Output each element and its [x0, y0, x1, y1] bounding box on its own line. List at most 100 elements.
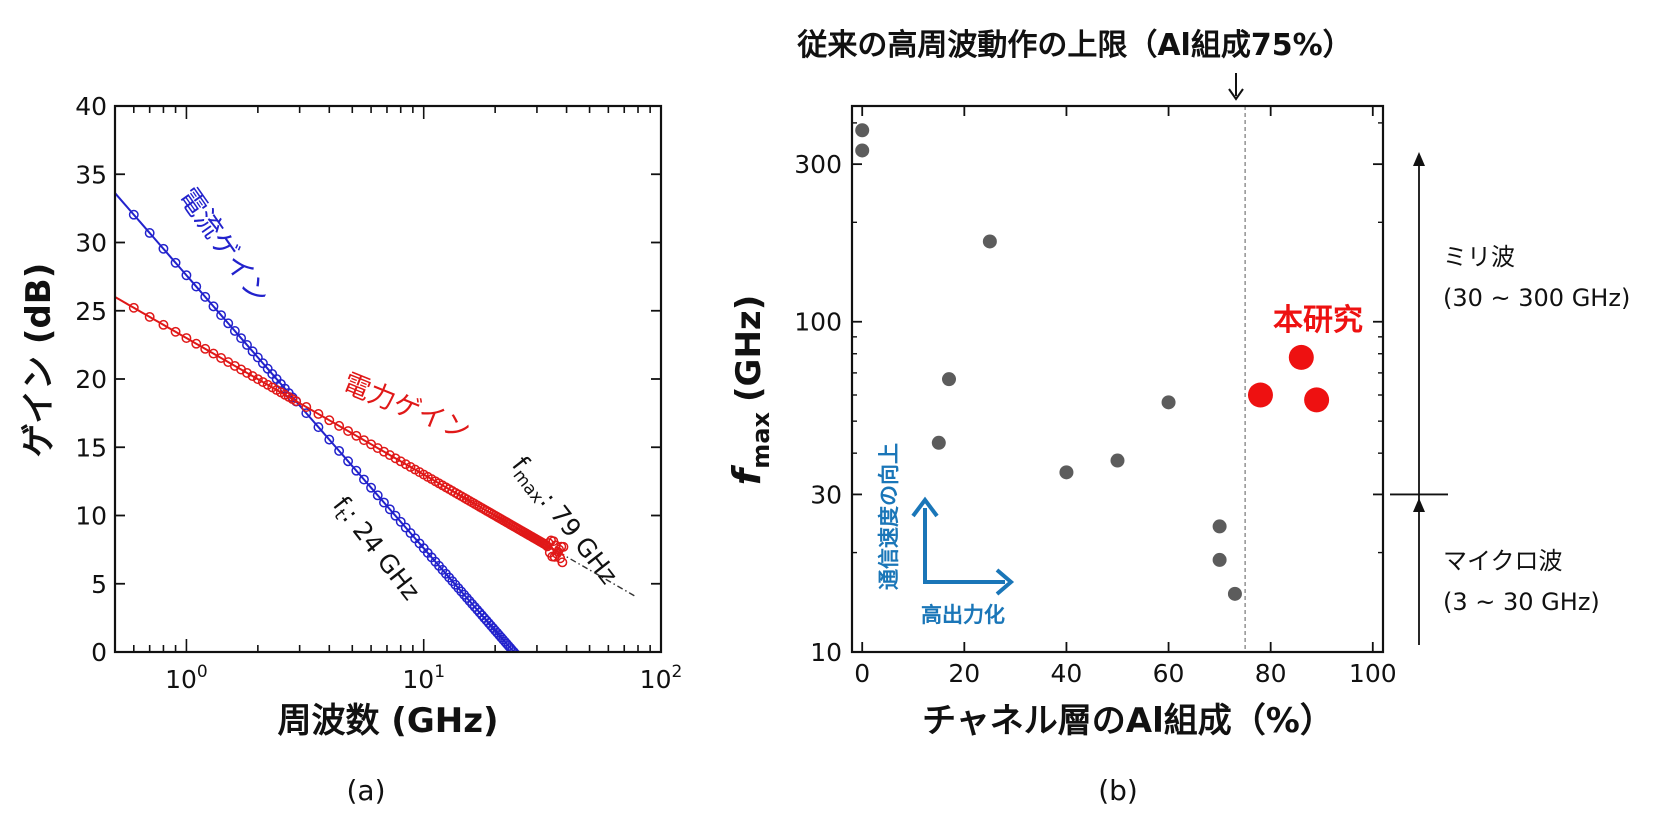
data-point-current-gain — [343, 456, 354, 467]
millimeter-wave-range: (30 ~ 300 GHz) — [1443, 284, 1630, 312]
data-point-current-gain — [372, 490, 383, 501]
fmax-annotation: fmax: 79 GHz — [503, 451, 623, 592]
data-point-current-gain — [400, 522, 411, 533]
prior-work-point — [1161, 395, 1176, 410]
data-point-current-gain — [516, 656, 524, 664]
data-point-power-gain — [208, 348, 219, 359]
data-point-current-gain — [242, 339, 252, 350]
data-point-power-gain — [200, 343, 211, 354]
data-point-power-gain — [191, 338, 202, 349]
prior-work-point — [1227, 586, 1242, 601]
extrapolation-line-0 — [513, 651, 515, 652]
panel-a-y-tick-label: 0 — [91, 638, 107, 667]
panel-b-y-axis-title: fmax(GHz) — [725, 295, 775, 485]
panel-a-chart: ゲイン (dB) 0 5 10 15 20 25 30 35 40 100 101 102 周波数 … — [19, 92, 682, 807]
panel-b-x-tick-label: 60 — [1153, 659, 1185, 688]
data-point-power-gain — [252, 374, 263, 385]
data-point-current-gain — [200, 291, 211, 302]
panel-b-chart: 従来の高周波動作の上限（Al組成75%） 10 30 100 300 0 20 40 60 8… — [725, 28, 1630, 807]
data-point-power-gain — [216, 353, 227, 363]
panel-a-y-tick-label: 30 — [75, 229, 107, 258]
panel-a-y-ticks: 0 5 10 15 20 25 30 35 40 — [75, 92, 661, 667]
data-point-power-gain — [324, 415, 335, 426]
panel-a-x-ticks: 100 101 102 — [114, 106, 682, 694]
data-point-current-gain — [170, 257, 181, 268]
prior-work-point — [1110, 453, 1125, 468]
this-work-point — [1304, 387, 1330, 413]
data-point-current-gain — [527, 668, 535, 676]
data-point-current-gain — [301, 408, 312, 419]
panel-a-y-tick-label: 40 — [75, 92, 107, 121]
prior-work-point — [855, 123, 870, 138]
data-point-power-gain — [343, 426, 354, 436]
data-point-power-gain — [247, 371, 258, 382]
data-point-current-gain — [208, 301, 219, 312]
data-point-current-gain — [384, 504, 395, 515]
panel-a-x-tick-label: 101 — [402, 662, 445, 694]
current-gain-label: 電流ゲイン — [172, 182, 275, 310]
data-point-current-gain — [456, 586, 467, 597]
data-point-current-gain — [191, 281, 202, 292]
panel-b-x-ticks: 0 20 40 60 80 100 — [854, 106, 1397, 688]
data-point-power-gain — [170, 326, 181, 337]
data-point-current-gain — [216, 310, 227, 321]
data-point-current-gain — [526, 666, 534, 674]
data-point-power-gain — [144, 311, 155, 322]
data-point-current-gain — [351, 465, 362, 476]
microwave-label: マイクロ波 — [1443, 547, 1563, 575]
data-point-power-gain — [557, 557, 568, 568]
panel-a-y-tick-label: 15 — [75, 433, 107, 462]
data-point-current-gain — [518, 657, 526, 665]
data-point-power-gain — [558, 541, 569, 552]
panel-a-series — [115, 192, 638, 679]
data-point-current-gain — [379, 497, 389, 508]
high-power-label: 高出力化 — [921, 603, 1005, 627]
panel-b-points — [855, 123, 1330, 601]
data-point-current-gain — [464, 596, 475, 606]
data-point-current-gain — [334, 445, 345, 456]
panel-b-y-tick-label: 100 — [794, 308, 842, 337]
data-point-power-gain — [158, 319, 169, 330]
panel-a-y-axis-title: ゲイン (dB) — [19, 263, 59, 458]
panel-a-y-tick-label: 20 — [75, 365, 107, 394]
data-point-current-gain — [521, 661, 529, 669]
data-point-current-gain — [515, 654, 523, 662]
power-gain-label: 電力ゲイン — [338, 368, 474, 447]
frequency-band-axis — [1390, 152, 1448, 645]
panel-a-y-tick-label: 25 — [75, 297, 107, 326]
data-point-power-gain — [390, 453, 401, 464]
data-point-current-gain — [247, 346, 258, 357]
panel-b-x-axis-title: チャネル層のAl組成（%） — [922, 701, 1334, 741]
panel-b-y-tick-label: 300 — [794, 150, 842, 179]
data-point-current-gain — [529, 669, 537, 677]
data-point-power-gain — [291, 396, 302, 407]
data-point-current-gain — [523, 663, 531, 671]
data-point-power-gain — [400, 459, 411, 470]
data-point-power-gain — [384, 450, 395, 461]
prior-work-point — [855, 143, 870, 158]
prior-work-point — [1212, 552, 1227, 567]
data-point-current-gain — [520, 659, 528, 667]
data-point-power-gain — [181, 333, 192, 343]
panel-b-plot-frame — [850, 104, 1385, 654]
data-point-current-gain — [530, 671, 538, 679]
this-work-point — [1247, 382, 1273, 408]
data-point-power-gain — [301, 402, 312, 412]
data-point-current-gain — [395, 516, 406, 527]
panel-b-y-tick-label: 30 — [810, 480, 842, 509]
prior-work-point — [931, 435, 946, 450]
panel-b-x-tick-label: 80 — [1255, 659, 1287, 688]
data-point-current-gain — [257, 358, 268, 369]
this-work-point — [1288, 344, 1314, 370]
data-point-current-gain — [128, 209, 139, 220]
data-point-current-gain — [236, 333, 247, 344]
data-point-current-gain — [524, 664, 532, 672]
panel-a-x-tick-label: 100 — [165, 662, 208, 694]
microwave-range: (3 ~ 30 GHz) — [1443, 588, 1600, 616]
limit-arrow — [1228, 73, 1244, 101]
data-point-current-gain — [366, 482, 377, 493]
data-point-current-gain — [459, 589, 470, 600]
panel-a-y-tick-label: 35 — [75, 160, 107, 189]
data-point-current-gain — [144, 228, 155, 238]
